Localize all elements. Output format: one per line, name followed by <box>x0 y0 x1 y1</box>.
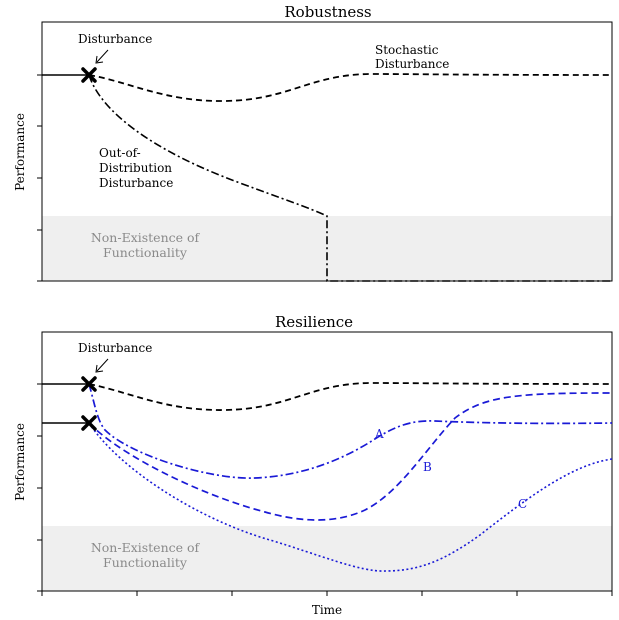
curve-b-label: B <box>423 460 432 474</box>
panel-title: Robustness <box>284 3 371 21</box>
disturbance-label: Disturbance <box>78 32 152 46</box>
curve-a-label: A <box>374 427 384 441</box>
curve-a <box>88 383 613 479</box>
curve-c <box>88 422 613 572</box>
region-label-line1: Non-Existence of <box>91 540 201 555</box>
non-functionality-region <box>42 526 612 591</box>
ood-disturbance-curve <box>88 74 612 282</box>
robustness-panel: Robustness Non-Existence of Functionalit… <box>13 3 613 282</box>
x-cross-icon <box>81 376 97 392</box>
region-label-line1: Non-Existence of <box>91 230 201 245</box>
ood-label-line2: Distribution <box>99 161 172 175</box>
stochastic-label-line1: Stochastic <box>375 43 439 57</box>
y-axis-label: Performance <box>13 113 27 191</box>
resilience-panel: Resilience Non-Existence of Functionalit… <box>13 313 613 617</box>
y-axis-label: Performance <box>13 423 27 501</box>
x-axis-label: Time <box>312 603 342 617</box>
ood-label-line3: Disturbance <box>99 176 173 190</box>
stochastic-label-line2: Disturbance <box>375 57 449 71</box>
stochastic-disturbance-curve <box>88 73 613 102</box>
region-label-line2: Functionality <box>103 245 188 260</box>
x-cross-icon <box>81 415 97 431</box>
stochastic-reference-curve <box>88 382 613 411</box>
arrow-icon <box>95 49 109 64</box>
disturbance-label: Disturbance <box>78 341 152 355</box>
x-cross-icon <box>81 67 97 83</box>
ood-label-line1: Out-of- <box>99 146 141 160</box>
curve-c-label: C <box>518 497 527 511</box>
arrow-icon <box>95 358 109 373</box>
panel-title: Resilience <box>275 313 353 331</box>
region-label-line2: Functionality <box>103 555 188 570</box>
curve-b <box>88 392 613 521</box>
